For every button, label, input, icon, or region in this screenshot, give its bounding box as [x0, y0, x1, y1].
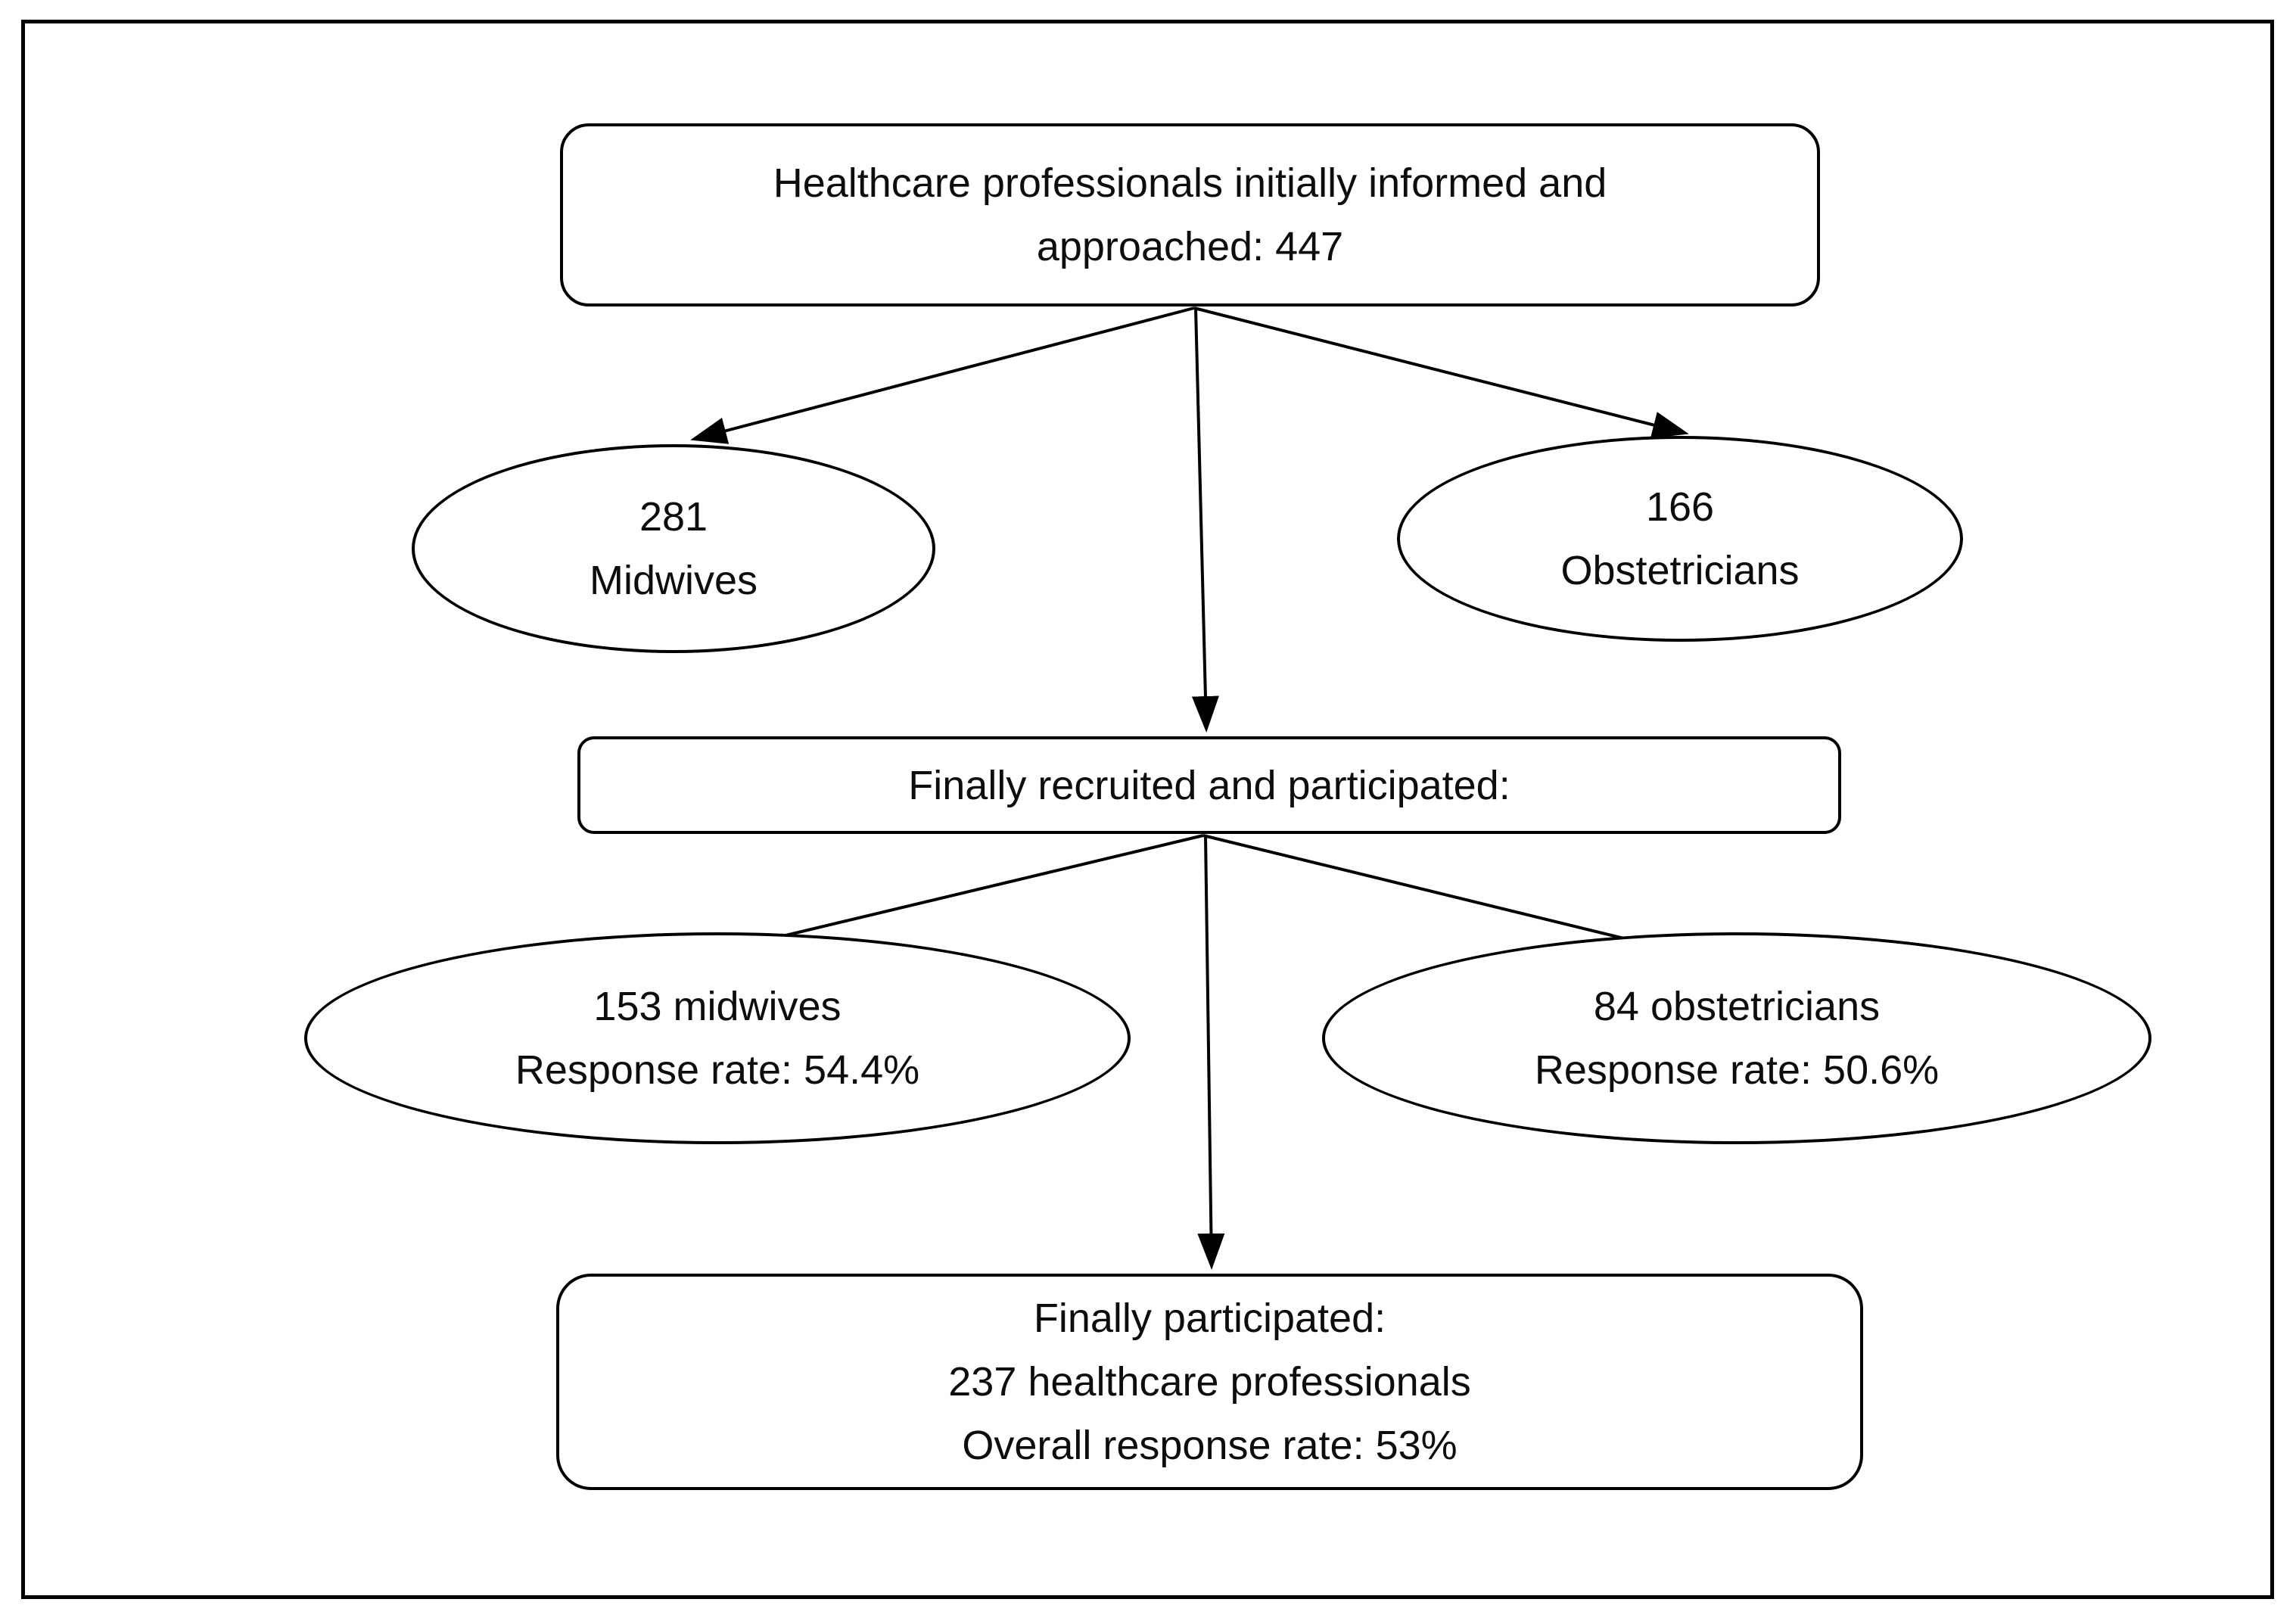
node-midwives-initial-label: Midwives [589, 558, 758, 603]
arrow-recruited-to-participated [1197, 835, 1225, 1270]
node-obstetricians-initial-count: 166 [1645, 484, 1715, 530]
arrow-approached-to-recruited [1191, 307, 1219, 733]
node-approached-line-2: approached: 447 [1036, 224, 1344, 269]
arrow-approached-to-obstetricians-initial [1193, 306, 1689, 439]
node-approached: Healthcare professionals initially infor… [560, 123, 1820, 306]
node-obstetricians-initial-label: Obstetricians [1560, 548, 1800, 593]
node-participated: Finally participated: 237 healthcare pro… [556, 1274, 1863, 1490]
outer-border [21, 20, 2274, 1599]
arrow-approached-to-midwives-initial [690, 306, 1195, 444]
node-obstetricians-final: 84 obstetricians Response rate: 50.6% [1322, 932, 2151, 1144]
node-participated-line-2: 237 healthcare professionals [948, 1359, 1471, 1405]
node-participated-line-1: Finally participated: [1033, 1296, 1386, 1341]
node-midwives-initial: 281 Midwives [412, 444, 935, 653]
node-midwives-final-rate: Response rate: 54.4% [515, 1047, 920, 1093]
node-midwives-final: 153 midwives Response rate: 54.4% [304, 932, 1131, 1144]
node-midwives-initial-count: 281 [639, 494, 708, 540]
node-approached-line-1: Healthcare professionals initially infor… [773, 160, 1607, 206]
node-recruited-line-1: Finally recruited and participated: [908, 762, 1510, 808]
node-participated-line-3: Overall response rate: 53% [962, 1423, 1458, 1468]
node-obstetricians-final-count: 84 obstetricians [1593, 984, 1881, 1029]
node-obstetricians-initial: 166 Obstetricians [1397, 436, 1963, 642]
node-recruited: Finally recruited and participated: [577, 736, 1841, 834]
node-obstetricians-final-rate: Response rate: 50.6% [1534, 1047, 1940, 1093]
node-midwives-final-count: 153 midwives [593, 984, 842, 1029]
